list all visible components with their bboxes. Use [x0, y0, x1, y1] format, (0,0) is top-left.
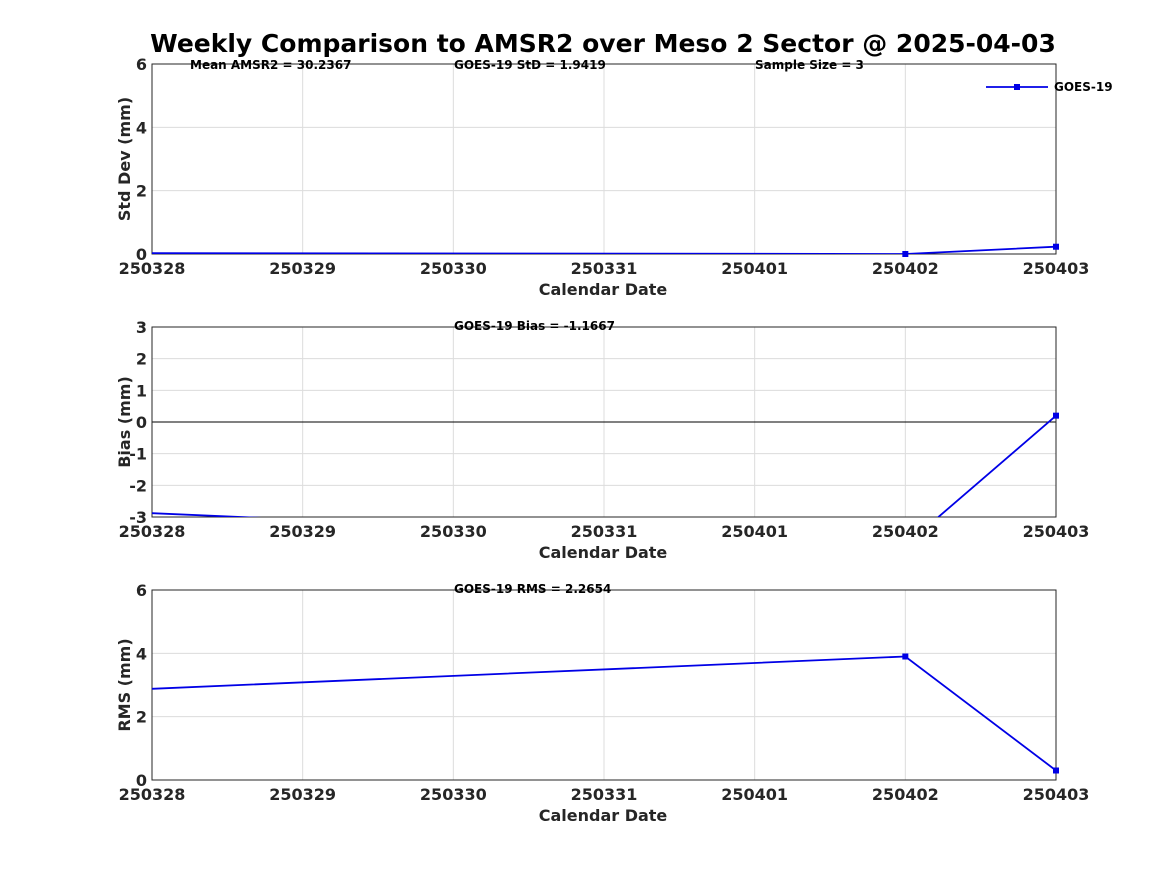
- bias-series-line: [152, 415, 1056, 517]
- std-ytick-label: 2: [136, 182, 147, 201]
- std-series-line: [152, 245, 1056, 254]
- rms-xtick-label: 250401: [721, 785, 788, 804]
- std-xtick-label: 250401: [721, 259, 788, 278]
- rms-data-point: [902, 653, 909, 660]
- std-xtick-label: 250331: [571, 259, 638, 278]
- std-xtick-label: 250328: [119, 259, 186, 278]
- rms-axes: 250328 250329 250330 250331 250401 250402 2504…: [115, 581, 1089, 825]
- bias-xtick-label: 250331: [571, 522, 638, 541]
- rms-xtick-label: 250330: [420, 785, 487, 804]
- rms-annotation: GOES-19 RMS = 2.2654: [454, 582, 611, 596]
- bias-xaxis-label: Calendar Date: [539, 543, 668, 562]
- std-annotation: GOES-19 StD = 1.9419: [454, 58, 606, 72]
- std-legend: GOES-19: [986, 80, 1113, 94]
- figure-title: Weekly Comparison to AMSR2 over Meso 2 S…: [150, 29, 1056, 58]
- rms-xaxis-label: Calendar Date: [539, 806, 668, 825]
- bias-ytick-label: 2: [136, 350, 147, 369]
- rms-xtick-label: 250331: [571, 785, 638, 804]
- bias-ytick-label: 0: [136, 413, 147, 432]
- rms-axes-frame: [151, 589, 1057, 781]
- bias-annotation: GOES-19 Bias = -1.1667: [454, 319, 615, 333]
- std-ytick-label: 6: [136, 55, 147, 74]
- std-data-point: [902, 251, 909, 257]
- bias-axes-frame: [151, 326, 1057, 518]
- std-yaxis-label: Std Dev (mm): [115, 97, 134, 221]
- std-axes: 250328 250329 250330 250331 250401 250402 2504…: [115, 55, 1113, 299]
- rms-xtick-label: 250329: [269, 785, 336, 804]
- bias-xtick-label: 250403: [1023, 522, 1090, 541]
- bias-ytick-label: -1: [129, 445, 147, 464]
- bias-xtick-label: 250328: [119, 522, 186, 541]
- bias-ytick-label: -3: [129, 508, 147, 527]
- rms-yaxis-label: RMS (mm): [115, 638, 134, 731]
- bias-ytick-label: 1: [136, 381, 147, 400]
- rms-ytick-label: 0: [136, 771, 147, 790]
- rms-xtick-label: 250402: [872, 785, 939, 804]
- rms-data-point: [1053, 767, 1059, 774]
- std-legend-label: GOES-19: [1054, 80, 1113, 94]
- std-xtick-label: 250329: [269, 259, 336, 278]
- std-ytick-label: 4: [136, 118, 147, 137]
- std-xaxis-label: Calendar Date: [539, 280, 668, 299]
- bias-ytick-label: -2: [129, 476, 147, 495]
- rms-xtick-label: 250328: [119, 785, 186, 804]
- bias-data-point: [1053, 412, 1059, 419]
- std-annotation: Sample Size = 3: [755, 58, 864, 72]
- std-ytick-label: 0: [136, 245, 147, 264]
- rms-ytick-label: 2: [136, 708, 147, 727]
- std-legend-marker: [1014, 84, 1020, 90]
- bias-ytick-label: 3: [136, 318, 147, 337]
- std-xtick-label: 250330: [420, 259, 487, 278]
- bias-xtick-label: 250330: [420, 522, 487, 541]
- bias-xtick-label: 250401: [721, 522, 788, 541]
- rms-ytick-label: 6: [136, 581, 147, 600]
- rms-xtick-label: 250403: [1023, 785, 1090, 804]
- std-data-point: [1053, 243, 1059, 250]
- bias-axes: 250328 250329 250330 250331 250401 250402 2504…: [115, 318, 1089, 562]
- bias-xtick-label: 250329: [269, 522, 336, 541]
- std-annotation: Mean AMSR2 = 30.2367: [190, 58, 351, 72]
- axes-container: 250328 250329 250330 250331 250401 250402 2504…: [115, 55, 1113, 825]
- bias-xtick-label: 250402: [872, 522, 939, 541]
- bias-yaxis-label: Bias (mm): [115, 376, 134, 468]
- std-xtick-label: 250402: [872, 259, 939, 278]
- std-xtick-label: 250403: [1023, 259, 1090, 278]
- rms-ytick-label: 4: [136, 644, 147, 663]
